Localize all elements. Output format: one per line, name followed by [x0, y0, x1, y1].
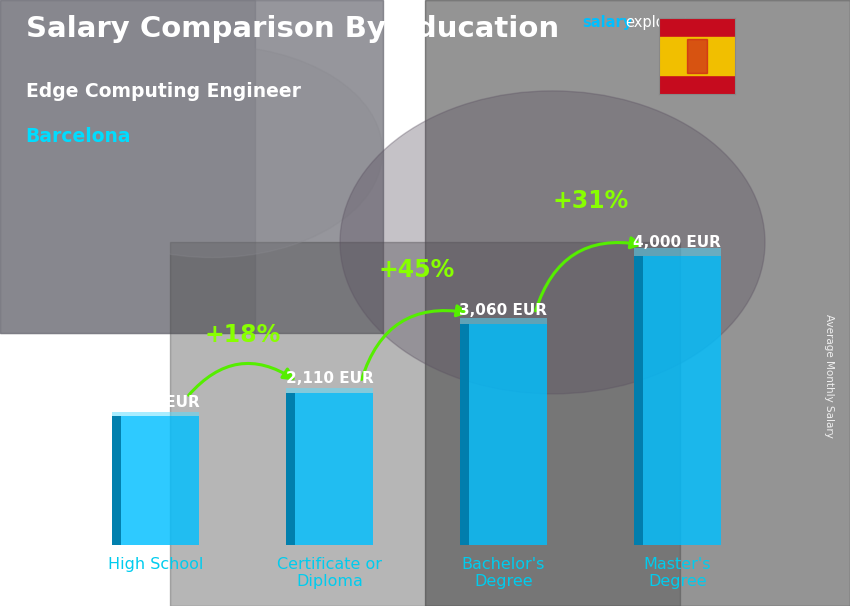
Bar: [286, 393, 373, 545]
Bar: [0, 0, 382, 333]
Text: Barcelona: Barcelona: [26, 127, 131, 146]
Bar: [286, 393, 295, 545]
Bar: [170, 242, 680, 606]
Bar: [112, 412, 199, 416]
Bar: [112, 416, 121, 545]
Text: +45%: +45%: [378, 258, 455, 282]
Ellipse shape: [42, 45, 382, 258]
Text: salary: salary: [582, 15, 632, 30]
Bar: [634, 256, 721, 545]
Bar: [659, 37, 735, 75]
Bar: [687, 39, 707, 73]
Text: explorer.com: explorer.com: [625, 15, 720, 30]
Text: +31%: +31%: [552, 189, 629, 213]
Text: Average Monthly Salary: Average Monthly Salary: [824, 314, 834, 438]
Bar: [634, 256, 643, 545]
Bar: [425, 0, 850, 606]
Ellipse shape: [340, 91, 765, 394]
Text: 2,110 EUR: 2,110 EUR: [286, 371, 373, 387]
Bar: [460, 318, 547, 324]
Text: +18%: +18%: [204, 323, 280, 347]
Text: 1,790 EUR: 1,790 EUR: [111, 395, 200, 410]
Text: Edge Computing Engineer: Edge Computing Engineer: [26, 82, 301, 101]
Bar: [460, 324, 547, 545]
Text: 4,000 EUR: 4,000 EUR: [633, 235, 722, 250]
Bar: [460, 324, 468, 545]
Bar: [286, 388, 373, 393]
Bar: [634, 248, 721, 256]
Bar: [0, 0, 255, 333]
Text: 3,060 EUR: 3,060 EUR: [460, 303, 547, 318]
Bar: [112, 416, 199, 545]
Text: Salary Comparison By Education: Salary Comparison By Education: [26, 15, 558, 43]
